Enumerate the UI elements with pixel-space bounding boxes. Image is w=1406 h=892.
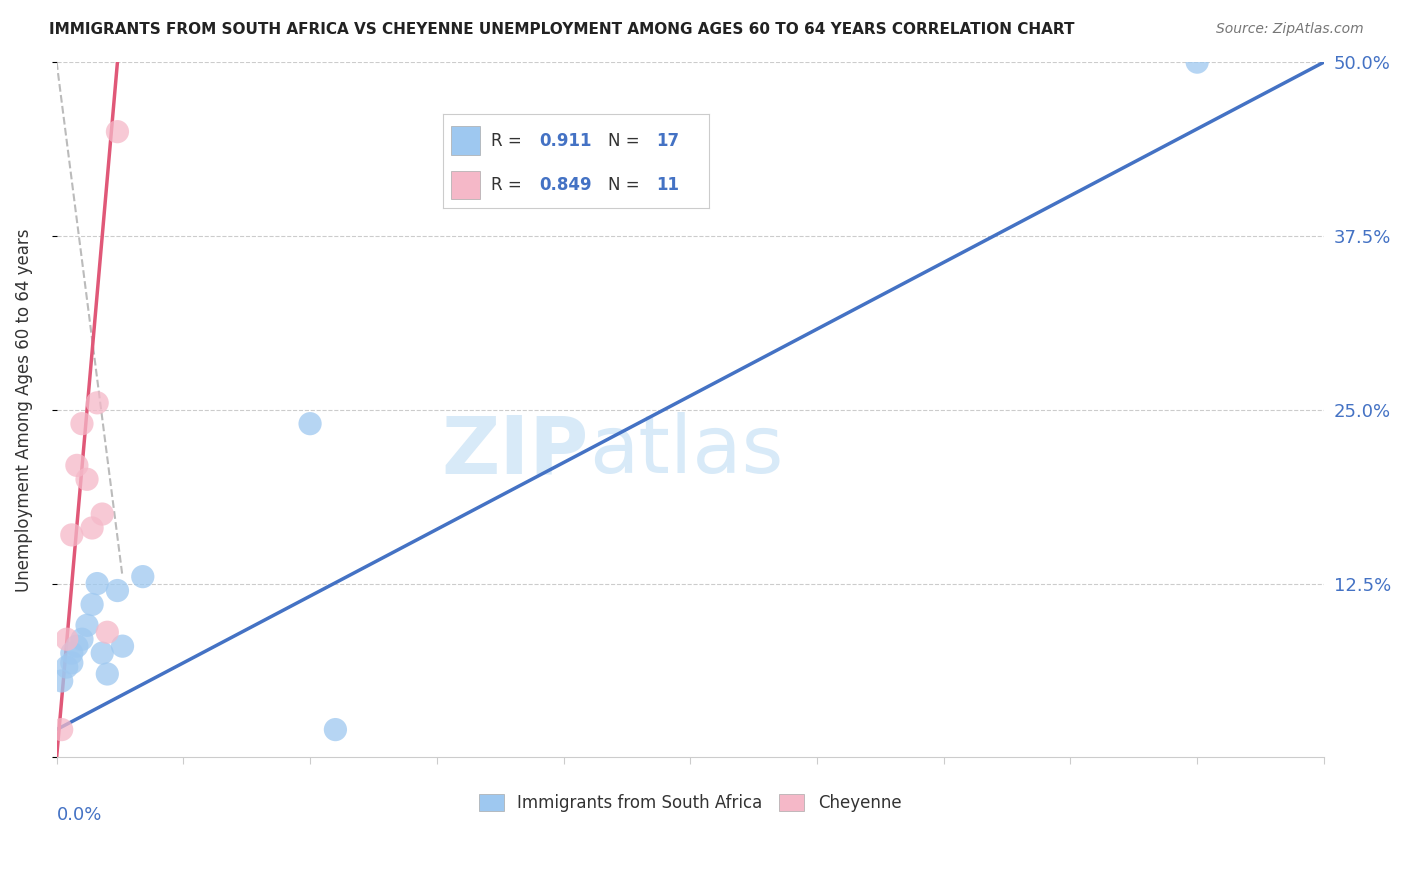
Point (299, 417, 322, 431)
Text: IMMIGRANTS FROM SOUTH AFRICA VS CHEYENNE UNEMPLOYMENT AMONG AGES 60 TO 64 YEARS : IMMIGRANTS FROM SOUTH AFRICA VS CHEYENNE… (49, 22, 1074, 37)
Point (107, 583, 129, 598)
Point (96, 625, 118, 640)
Point (1185, 55, 1208, 70)
Point (91, 646, 114, 660)
Point (66, 458, 89, 473)
Point (82, 598, 104, 612)
Point (107, 125, 129, 139)
Legend: Immigrants from South Africa, Cheyenne: Immigrants from South Africa, Cheyenne (472, 787, 908, 819)
Point (60, 656, 83, 670)
Point (86, 396, 108, 410)
Point (86, 576, 108, 591)
Point (76, 472, 98, 486)
Point (96, 667, 118, 681)
Point (51, 723, 73, 737)
Text: atlas: atlas (589, 412, 783, 491)
Point (325, 723, 347, 737)
Point (132, 569, 155, 583)
Point (91, 507, 114, 521)
Point (55, 660, 77, 674)
Point (70, 632, 93, 647)
Point (76, 618, 98, 632)
Point (60, 528, 83, 542)
Y-axis label: Unemployment Among Ages 60 to 64 years: Unemployment Among Ages 60 to 64 years (15, 228, 32, 591)
Point (55, 632, 77, 647)
Point (111, 639, 134, 653)
Point (82, 521, 104, 535)
Point (70, 417, 93, 431)
Point (51, 673, 73, 688)
Point (60, 646, 83, 660)
Text: 0.0%: 0.0% (56, 806, 103, 824)
Text: ZIP: ZIP (441, 412, 589, 491)
Point (66, 639, 89, 653)
Text: Source: ZipAtlas.com: Source: ZipAtlas.com (1216, 22, 1364, 37)
